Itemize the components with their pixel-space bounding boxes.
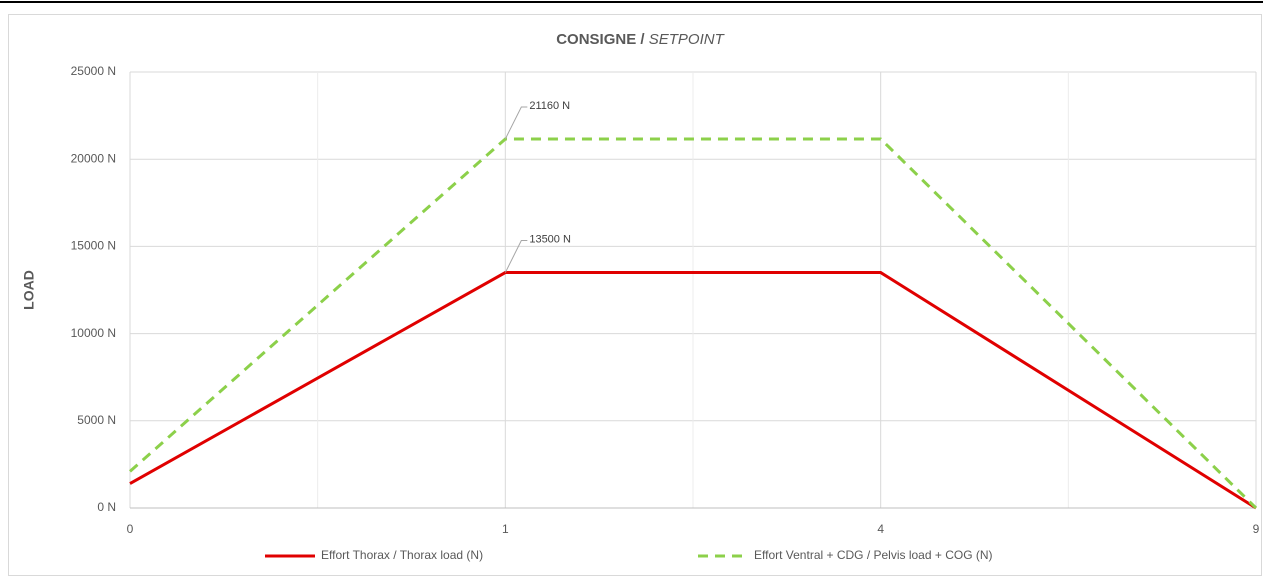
chart-frame xyxy=(8,14,1262,576)
y-tick-label: 15000 N xyxy=(71,239,116,253)
y-tick-label: 10000 N xyxy=(71,326,116,340)
data-label: 13500 N xyxy=(529,233,571,245)
y-axis-label: LOAD xyxy=(21,270,37,310)
chart-subtitle: SETPOINT xyxy=(649,31,726,48)
x-tick-label: 4 xyxy=(877,522,884,536)
series-line xyxy=(129,271,1257,510)
y-tick-label: 25000 N xyxy=(71,64,116,78)
leader-line xyxy=(504,240,528,273)
x-tick-label: 9 xyxy=(1253,522,1260,536)
series-line xyxy=(129,137,1258,510)
x-tick-label: 1 xyxy=(502,522,509,536)
leader-line xyxy=(504,106,528,140)
legend-label: Effort Ventral + CDG / Pelvis load + COG… xyxy=(754,548,993,562)
data-label: 21160 N xyxy=(529,100,570,112)
y-tick-label: 20000 N xyxy=(71,151,116,165)
marks xyxy=(129,106,1258,510)
chart-title-group: CONSIGNE / SETPOINT xyxy=(556,31,725,48)
grid xyxy=(129,71,1257,509)
legend-label: Effort Thorax / Thorax load (N) xyxy=(321,548,483,562)
x-tick-label: 0 xyxy=(127,522,134,536)
y-tick-label: 0 N xyxy=(97,500,116,514)
chart-title: CONSIGNE / xyxy=(556,31,645,48)
y-tick-label: 5000 N xyxy=(77,413,116,427)
